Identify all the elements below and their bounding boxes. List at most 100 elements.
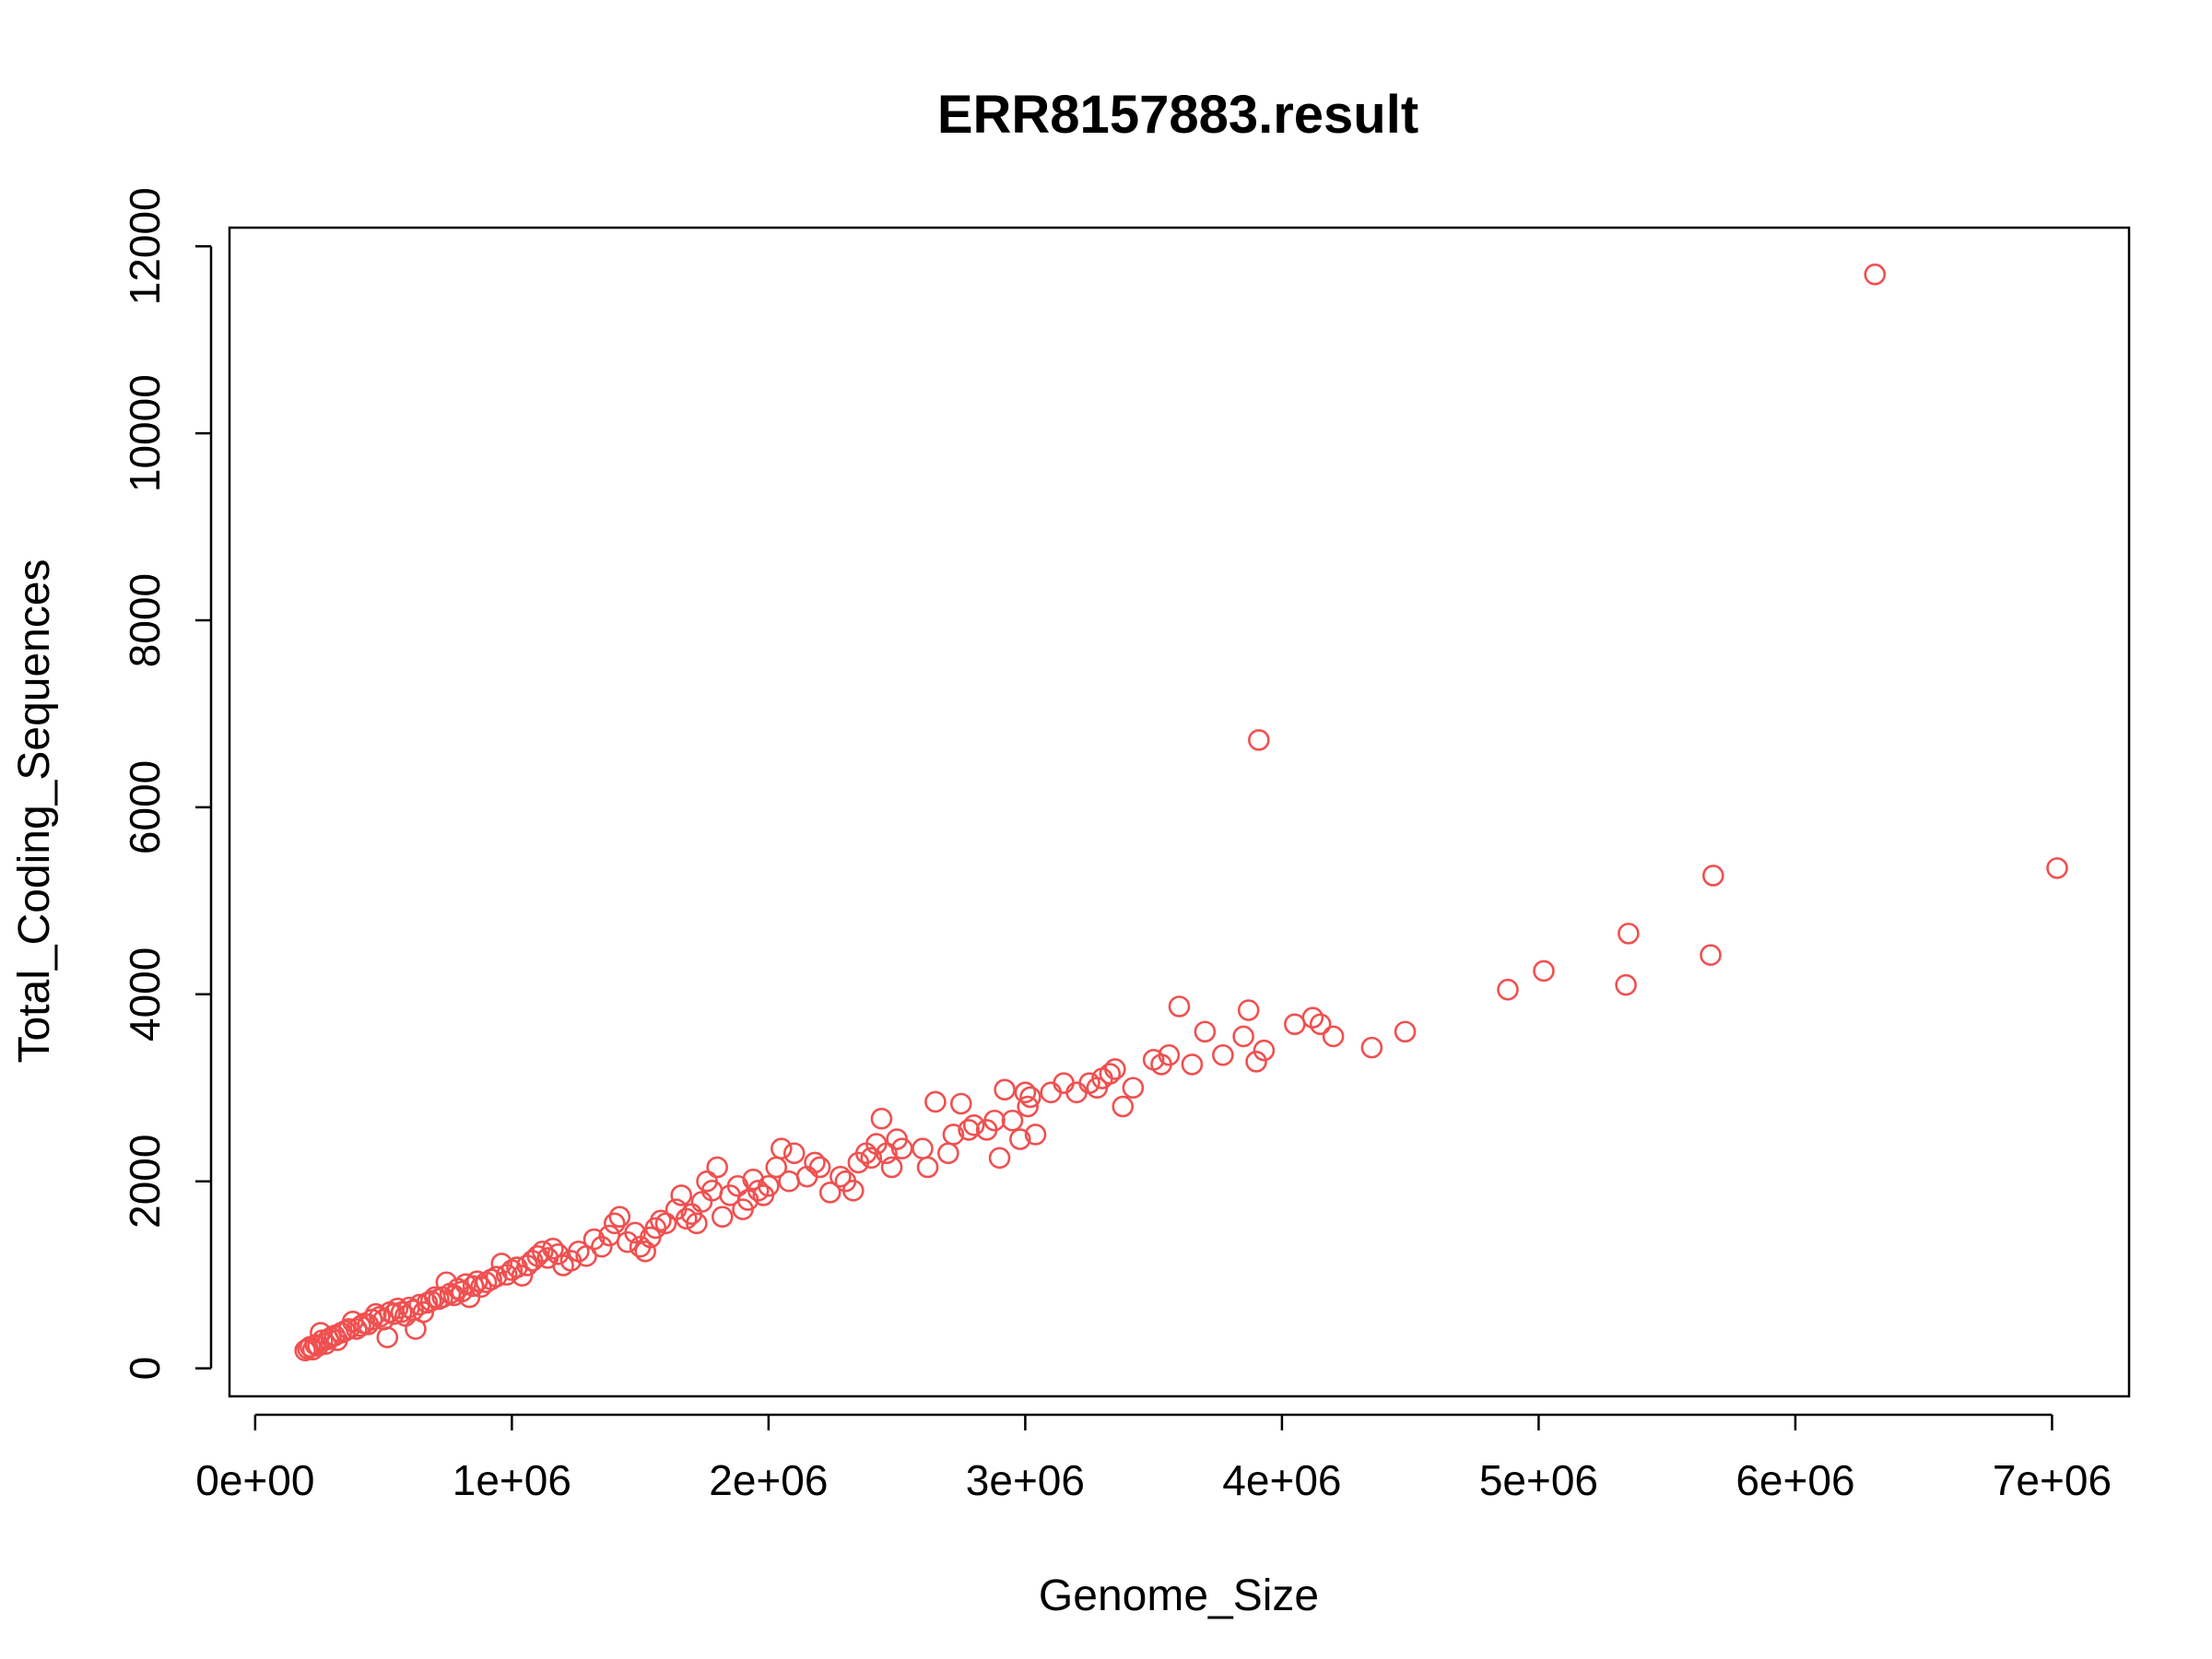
data-point [804, 1151, 826, 1174]
data-point [1168, 995, 1191, 1018]
data-point [1112, 1095, 1135, 1118]
data-point [369, 1305, 391, 1328]
x-axis-label: Genome_Size [1039, 1571, 1319, 1620]
data-point [386, 1297, 409, 1320]
data-point [547, 1243, 570, 1265]
data-point [1212, 1043, 1234, 1066]
y-axis: 0 2000 4000 6000 8000 10000 12000 [121, 187, 213, 1381]
data-point [1248, 729, 1270, 751]
data-point [591, 1235, 613, 1258]
data-point [771, 1137, 793, 1159]
data-point [1099, 1063, 1122, 1085]
data-point [1019, 1086, 1041, 1109]
data-point [582, 1228, 606, 1251]
data-point [1497, 978, 1519, 1001]
data-point [1158, 1043, 1181, 1066]
data-point [937, 1142, 959, 1165]
data-point [876, 1142, 898, 1165]
data-point [1618, 923, 1640, 945]
data-point [454, 1273, 477, 1296]
data-point [1194, 1020, 1217, 1043]
data-point [670, 1184, 692, 1206]
data-point [1253, 1039, 1276, 1062]
data-point [294, 1339, 316, 1362]
x-tick-label: 4e+06 [1222, 1456, 1341, 1504]
data-point [711, 1206, 734, 1229]
data-point [1001, 1109, 1024, 1132]
data-point [706, 1156, 728, 1179]
x-tick-label: 5e+06 [1479, 1456, 1598, 1504]
data-point [841, 1180, 865, 1202]
data-point [531, 1240, 554, 1263]
data-point [860, 1147, 883, 1170]
data-point [349, 1315, 371, 1337]
data-point [511, 1265, 534, 1287]
data-point [880, 1156, 903, 1179]
y-tick-label: 6000 [121, 760, 169, 854]
data-point [1237, 999, 1260, 1021]
data-point [994, 1078, 1016, 1101]
data-point [419, 1289, 442, 1312]
y-tick-label: 12000 [121, 187, 169, 305]
y-tick-label: 2000 [121, 1135, 169, 1229]
x-tick-label: 0e+00 [195, 1456, 314, 1504]
data-point [988, 1147, 1011, 1170]
data-points [294, 263, 2068, 1362]
data-point [1864, 263, 1887, 286]
data-point [924, 1090, 947, 1113]
x-tick-label: 7e+06 [1993, 1456, 2112, 1504]
data-point [916, 1156, 939, 1179]
y-tick-label: 10000 [121, 374, 169, 492]
chart-title: ERR8157883.result [937, 85, 1418, 145]
x-axis: 0e+00 1e+06 2e+06 3e+06 4e+06 5e+06 6e+06 7e+06 [195, 1413, 2112, 1504]
data-point [1181, 1053, 1204, 1076]
data-point [1309, 1013, 1332, 1036]
data-point [1053, 1072, 1075, 1094]
data-point [912, 1137, 934, 1159]
data-point [1122, 1077, 1145, 1100]
y-tick-label: 8000 [121, 573, 169, 667]
data-point [1040, 1081, 1063, 1104]
data-point [686, 1212, 708, 1235]
data-point [830, 1165, 852, 1188]
data-point [758, 1174, 780, 1197]
data-point [624, 1221, 646, 1244]
data-point [675, 1207, 698, 1230]
x-tick-label: 3e+06 [966, 1456, 1085, 1504]
data-point [747, 1180, 770, 1202]
data-point [1104, 1058, 1126, 1080]
data-point [1322, 1025, 1345, 1048]
x-tick-label: 1e+06 [453, 1456, 571, 1504]
data-point [412, 1300, 435, 1324]
data-point [782, 1142, 806, 1165]
data-point [1702, 865, 1724, 887]
data-point [949, 1092, 972, 1115]
data-point [778, 1170, 800, 1193]
data-point [1284, 1013, 1306, 1036]
data-point [1700, 944, 1722, 967]
x-tick-label: 6e+06 [1735, 1456, 1854, 1504]
data-point [1009, 1128, 1031, 1150]
data-point [1245, 1051, 1267, 1073]
data-point [1394, 1020, 1417, 1043]
data-point [870, 1107, 893, 1130]
data-point [983, 1109, 1006, 1132]
data-point [1065, 1081, 1088, 1104]
y-tick-label: 4000 [121, 947, 169, 1041]
data-point [1017, 1095, 1039, 1118]
data-point [1360, 1036, 1383, 1059]
data-point [1615, 973, 1637, 996]
y-tick-label: 0 [121, 1357, 169, 1381]
data-point [1533, 959, 1555, 982]
data-point [962, 1114, 985, 1136]
data-point [1232, 1025, 1254, 1048]
data-point [2046, 857, 2068, 879]
data-point [603, 1212, 626, 1235]
x-tick-label: 2e+06 [709, 1456, 828, 1504]
data-point [654, 1212, 677, 1235]
data-point [818, 1182, 841, 1204]
plot-area [228, 226, 2131, 1398]
data-point [608, 1206, 631, 1229]
data-point [1014, 1081, 1037, 1104]
